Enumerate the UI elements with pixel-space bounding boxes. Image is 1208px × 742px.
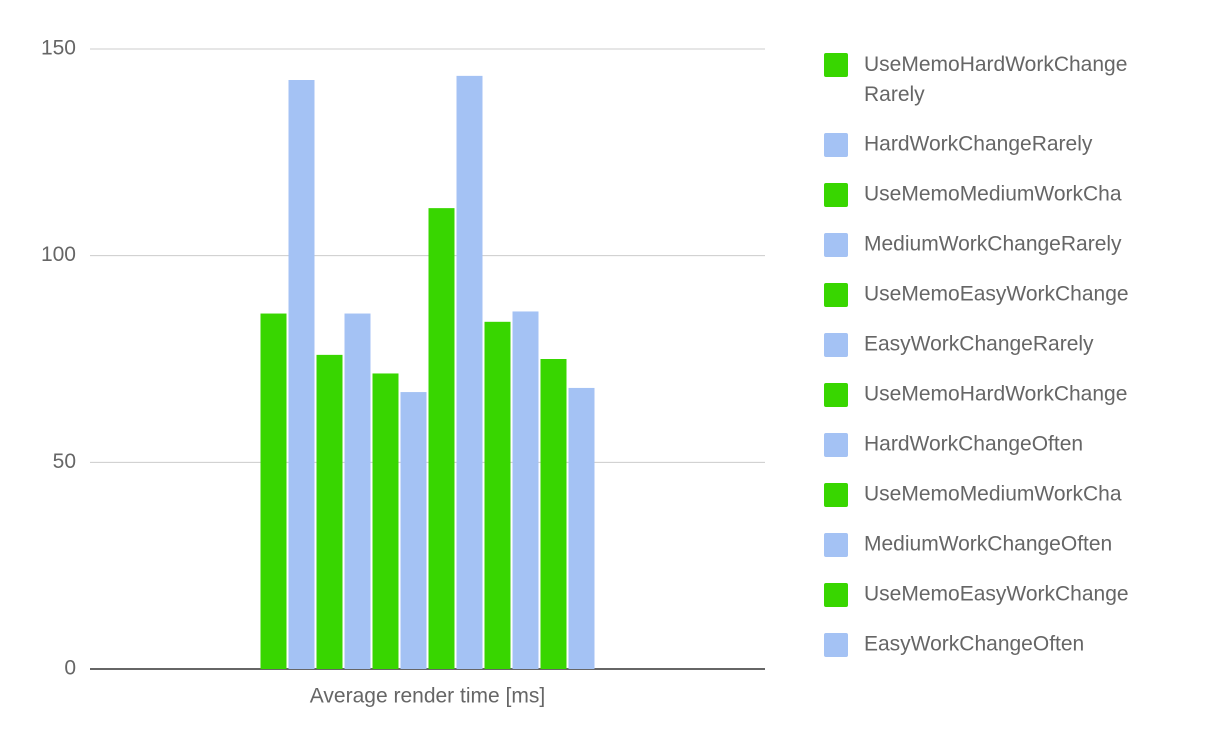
bar [344,313,371,669]
y-tick-label: 150 [41,37,76,60]
bar [512,311,539,669]
legend-swatch [824,133,848,157]
legend-label: HardWorkChangeRarely [864,133,1093,156]
legend-swatch [824,483,848,507]
legend-label: UseMemoEasyWorkChange [864,583,1129,606]
legend-swatch [824,333,848,357]
legend-label: MediumWorkChangeOften [864,533,1112,556]
y-tick-label: 50 [53,450,76,473]
bar [316,354,343,669]
legend-label: UseMemoEasyWorkChange [864,283,1129,306]
legend-swatch [824,233,848,257]
bar [568,387,595,669]
bar [400,392,427,669]
legend-swatch [824,533,848,557]
legend-label: UseMemoHardWorkChange Rarely [864,53,1127,106]
legend-swatch [824,183,848,207]
legend-label: UseMemoHardWorkChange [864,383,1127,406]
bar [372,373,399,669]
x-axis-label: Average render time [ms] [310,685,545,708]
legend-label: UseMemoMediumWorkCha [864,183,1122,206]
legend-swatch [824,53,848,77]
legend-swatch [824,283,848,307]
legend-swatch [824,433,848,457]
legend-swatch [824,633,848,657]
legend-swatch [824,383,848,407]
bar [540,359,567,669]
legend-label: EasyWorkChangeOften [864,633,1084,656]
bar [456,75,483,669]
legend-label: MediumWorkChangeRarely [864,233,1122,256]
bar [288,80,315,669]
bar [428,208,455,669]
y-tick-label: 100 [41,243,76,266]
bar [260,313,287,669]
y-tick-label: 0 [64,657,76,680]
legend-label: EasyWorkChangeRarely [864,333,1094,356]
legend-swatch [824,583,848,607]
bar [484,321,511,669]
legend-label: HardWorkChangeOften [864,433,1083,456]
legend-label: UseMemoMediumWorkCha [864,483,1122,506]
